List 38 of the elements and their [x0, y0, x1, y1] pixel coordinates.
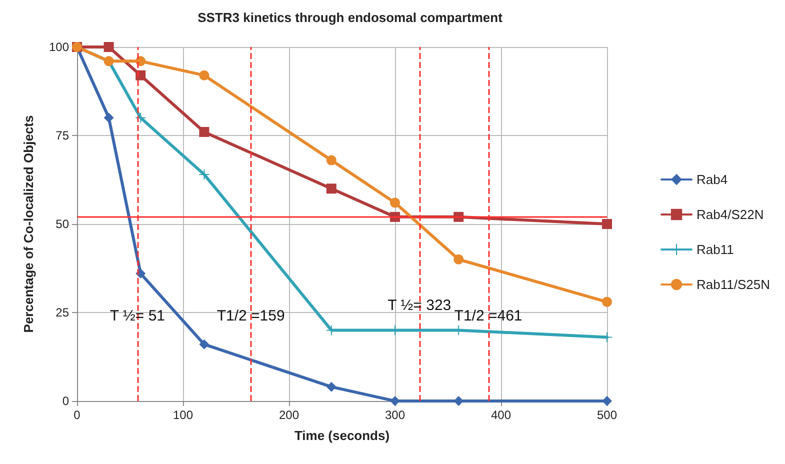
point	[602, 296, 612, 307]
x-tick-label: 0	[74, 408, 81, 422]
y-axis-title: Percentage of Co-localized Objects	[21, 115, 36, 333]
legend-label: Rab11	[696, 242, 734, 257]
annotation: T1/2 =461	[454, 308, 522, 325]
legend-label: Rab4	[696, 172, 728, 187]
point	[199, 339, 210, 350]
y-tick-label: 25	[56, 306, 70, 320]
point	[326, 155, 336, 166]
point	[199, 126, 210, 137]
point	[602, 219, 612, 229]
legend-label: Rab4/S22N	[696, 207, 764, 222]
point	[199, 169, 210, 180]
point	[326, 382, 336, 392]
point	[136, 70, 146, 80]
legend-label: Rab11/S25N	[696, 277, 770, 292]
y-tick-label: 50	[56, 217, 70, 231]
point	[454, 254, 464, 264]
annotation: T ½= 323	[388, 296, 452, 314]
point	[199, 70, 210, 80]
point	[326, 184, 336, 194]
x-tick-label: 200	[278, 408, 300, 422]
annotation: T1/2 =159	[216, 308, 285, 325]
y-tick-label: 0	[62, 394, 70, 408]
y-tick-label: 100	[48, 40, 70, 54]
chart-title: SSTR3 kinetics through endosomal compartment	[198, 10, 504, 25]
annotation: T ½= 51	[110, 308, 166, 325]
x-tick-label: 500	[596, 408, 618, 422]
x-tick-label: 100	[172, 408, 194, 422]
x-tick-label: 300	[384, 408, 406, 422]
point	[104, 112, 114, 123]
x-axis-title: Time (seconds)	[294, 428, 390, 443]
point	[104, 42, 114, 52]
point	[136, 112, 146, 123]
point	[390, 396, 400, 406]
y-tick-label: 75	[56, 128, 70, 142]
x-tick-label: 400	[490, 408, 512, 422]
point	[390, 198, 400, 208]
